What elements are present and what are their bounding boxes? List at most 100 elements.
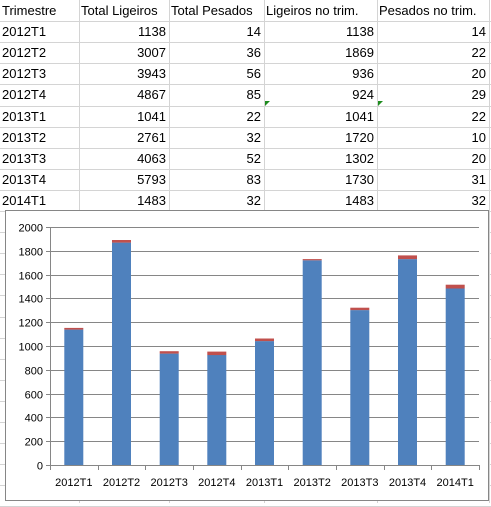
value-cell[interactable]: 1869 [345,45,374,60]
value-cell[interactable]: 32 [471,193,486,208]
value-cell[interactable]: 1041 [345,109,374,124]
value-cell[interactable]: 3943 [137,66,166,81]
y-tick-label: 400 [25,413,43,425]
value-cell[interactable]: 56 [246,66,261,81]
value-cell[interactable]: 32 [246,130,261,145]
bar-pesados [64,327,84,330]
gridline-horizontal [0,148,491,149]
bar-pesados [302,259,322,261]
x-tick-label: 2012T4 [198,477,235,489]
bar-pesados [159,351,179,354]
bar-pesados [112,240,131,243]
bar-pesados [255,338,274,342]
value-cell[interactable]: 924 [352,87,374,102]
value-cell[interactable]: 4867 [137,87,166,102]
header-cell[interactable]: Pesados no trim. [379,3,477,18]
y-tick-label: 200 [25,437,43,449]
value-cell[interactable]: 1720 [345,130,374,145]
value-cell[interactable]: 10 [471,130,486,145]
bar-pesados [207,351,227,356]
x-tick-label: 2013T1 [246,477,283,489]
value-cell[interactable]: 36 [246,45,261,60]
bar-ligeiros [398,259,417,465]
y-tick-label: 1800 [19,247,43,259]
value-cell[interactable]: 52 [246,151,261,166]
header-cell[interactable]: Total Ligeiros [81,3,158,18]
bar-ligeiros [112,242,131,465]
gridline-horizontal [0,42,491,43]
y-tick-label: 600 [25,390,43,402]
row-label-cell[interactable]: 2012T2 [2,45,47,60]
value-cell[interactable]: 1483 [345,193,374,208]
x-tick-label: 2012T3 [151,477,188,489]
stacked-bar-chart[interactable]: 0 200 400 600 800 1000 1200 1400 1600 1800 2000 201… [5,210,489,501]
value-cell[interactable]: 31 [471,172,486,187]
gridline-horizontal [0,190,491,191]
bar-ligeiros [207,355,227,465]
value-cell[interactable]: 1138 [138,24,166,39]
bar-pesados [350,307,370,311]
value-cell[interactable]: 2761 [137,130,166,145]
value-cell[interactable]: 85 [246,87,261,102]
value-cell[interactable]: 14 [471,24,486,39]
header-cell[interactable]: Total Pesados [171,3,253,18]
x-tick-label: 2012T2 [103,477,140,489]
bar-ligeiros [445,288,465,465]
y-tick-label: 1200 [19,318,43,330]
x-tick-label: 2013T4 [389,477,426,489]
value-cell[interactable]: 4063 [137,151,166,166]
row-label-cell[interactable]: 2013T4 [2,172,47,187]
bar-ligeiros [255,341,274,465]
chart-canvas: 0 200 400 600 800 1000 1200 1400 1600 1800 2000 201… [19,223,480,489]
gridline-horizontal [0,63,491,64]
y-tick-label: 1000 [19,342,43,354]
row-label-cell[interactable]: 2012T4 [2,87,47,102]
gridline-horizontal [0,84,491,85]
gridline-horizontal [0,106,491,107]
gridline-horizontal [0,21,491,22]
value-cell[interactable]: 1138 [346,24,374,39]
value-cell[interactable]: 1041 [137,109,166,124]
row-label-cell[interactable]: 2014T1 [2,193,47,208]
row-label-cell[interactable]: 2012T1 [2,24,47,39]
gridline-horizontal [0,169,491,170]
value-cell[interactable]: 1483 [137,193,166,208]
value-cell[interactable]: 22 [471,109,486,124]
row-label-cell[interactable]: 2013T2 [2,130,47,145]
header-cell[interactable]: Ligeiros no trim. [266,3,359,18]
error-indicator-d6[interactable] [265,101,270,106]
y-tick-label: 2000 [19,223,43,235]
row-label-cell[interactable]: 2013T3 [2,151,47,166]
bar-ligeiros [159,353,179,465]
value-cell[interactable]: 14 [246,24,261,39]
gridline-horizontal [0,127,491,128]
bar-ligeiros [350,310,370,465]
y-tick-label: 0 [37,461,43,473]
value-cell[interactable]: 20 [471,66,486,81]
value-cell[interactable]: 32 [246,193,261,208]
value-cell[interactable]: 22 [246,109,261,124]
value-cell[interactable]: 20 [471,151,486,166]
value-cell[interactable]: 29 [471,87,486,102]
header-cell[interactable]: Trimestre [2,3,57,18]
row-label-cell[interactable]: 2013T1 [2,109,47,124]
value-cell[interactable]: 3007 [137,45,166,60]
error-indicator-e6[interactable] [378,101,383,106]
value-cell[interactable]: 1302 [345,151,374,166]
x-tick-label: 2013T2 [294,477,331,489]
value-cell[interactable]: 5793 [137,172,166,187]
gridline-vertical [489,0,490,503]
y-tick-label: 1600 [19,271,43,283]
bar-ligeiros [64,329,84,465]
y-tick-label: 1400 [19,294,43,306]
row-label-cell[interactable]: 2012T3 [2,66,47,81]
x-tick-label: 2013T3 [341,477,378,489]
value-cell[interactable]: 22 [471,45,486,60]
value-cell[interactable]: 936 [352,66,374,81]
y-tick-label: 800 [25,366,43,378]
value-cell[interactable]: 83 [246,172,261,187]
x-tick-label: 2014T1 [437,477,474,489]
value-cell[interactable]: 1730 [345,172,374,187]
bar-pesados [398,255,417,260]
bar-ligeiros [302,260,322,465]
